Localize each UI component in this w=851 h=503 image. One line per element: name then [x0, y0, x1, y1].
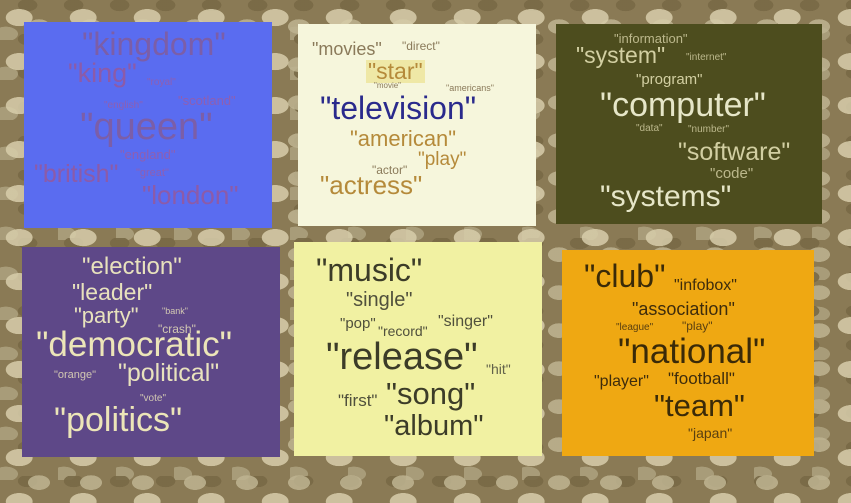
- word-royalty-5: "queen": [80, 106, 213, 148]
- word-football-5: "national": [618, 332, 766, 371]
- word-computing-3: "program": [636, 71, 703, 88]
- word-computing-0: "information": [614, 31, 688, 46]
- word-television-5: "television": [320, 90, 477, 126]
- word-royalty-6: "england": [120, 147, 176, 162]
- word-football-9: "japan": [688, 425, 733, 441]
- word-music-7: "first": [338, 391, 378, 410]
- word-football-2: "association": [632, 299, 735, 319]
- word-politics-7: "political": [118, 359, 220, 387]
- word-football-8: "team": [654, 388, 745, 423]
- word-music-6: "hit": [486, 361, 511, 377]
- word-computing-1: "system": [576, 42, 666, 68]
- word-royalty-7: "british": [34, 160, 119, 188]
- word-royalty-1: "king": [68, 58, 137, 88]
- word-television-8: "actor": [372, 163, 408, 177]
- word-television-9: "actress": [320, 170, 423, 200]
- word-politics-2: "party": [74, 303, 139, 328]
- word-royalty-0: "kingdom": [82, 26, 226, 62]
- word-royalty-8: "great": [136, 167, 169, 179]
- panel-computing: "information" "system" "internet" "program"…: [556, 24, 822, 224]
- word-football-1: "infobox": [674, 277, 737, 294]
- word-music-0: "music": [316, 252, 423, 288]
- word-music-9: "album": [384, 410, 484, 442]
- word-politics-1: "leader": [72, 279, 153, 305]
- word-football-3: "league": [616, 322, 654, 333]
- word-royalty-9: "london": [142, 180, 239, 210]
- panel-music: "music" "single" "pop" "record" "singer" "rel…: [294, 242, 542, 456]
- word-politics-0: "election": [82, 253, 182, 280]
- word-television-1: "direct": [402, 39, 440, 53]
- word-television-0: "movies": [312, 39, 382, 59]
- word-football-7: "football": [668, 369, 735, 388]
- panel-royalty: "kingdom" "king" "royal" "english" "scotland…: [24, 22, 272, 228]
- word-music-2: "pop": [340, 315, 376, 332]
- word-music-5: "release": [326, 336, 478, 378]
- word-computing-6: "number": [688, 124, 730, 135]
- word-computing-7: "software": [678, 138, 791, 166]
- word-royalty-3: "english": [104, 100, 143, 111]
- word-television-6: "american": [350, 126, 457, 151]
- word-music-3: "record": [378, 323, 428, 339]
- word-football-6: "player": [594, 373, 649, 390]
- word-television-7: "play": [418, 149, 467, 170]
- word-politics-9: "politics": [54, 401, 183, 439]
- word-royalty-4: "scotland": [178, 93, 236, 108]
- word-football-0: "club": [584, 258, 666, 294]
- word-music-4: "singer": [438, 313, 493, 330]
- panel-politics: "election" "leader" "party" "bank" "crash" "d…: [22, 247, 280, 457]
- word-television-4: "americans": [446, 83, 494, 93]
- word-politics-6: "orange": [54, 369, 97, 381]
- word-television-2: "star": [366, 58, 425, 84]
- panel-football: "club" "infobox" "association" "league" "pla…: [562, 250, 814, 456]
- word-politics-4: "crash": [158, 322, 196, 336]
- word-television-3: "movie": [374, 81, 402, 90]
- word-music-8: "song": [386, 376, 476, 411]
- word-computing-9: "systems": [600, 180, 732, 213]
- word-politics-8: "vote": [140, 393, 167, 404]
- word-royalty-2: "royal": [147, 77, 176, 88]
- word-computing-8: "code": [710, 165, 754, 182]
- word-computing-5: "data": [636, 123, 663, 134]
- word-computing-4: "computer": [600, 86, 766, 124]
- word-football-4: "play": [682, 319, 713, 333]
- word-politics-5: "democratic": [36, 325, 233, 364]
- word-politics-3: "bank": [162, 306, 188, 316]
- panel-television: "movies" "direct" "star" "movie" "americans"…: [298, 24, 536, 226]
- word-music-1: "single": [346, 289, 413, 311]
- word-computing-2: "internet": [686, 52, 727, 63]
